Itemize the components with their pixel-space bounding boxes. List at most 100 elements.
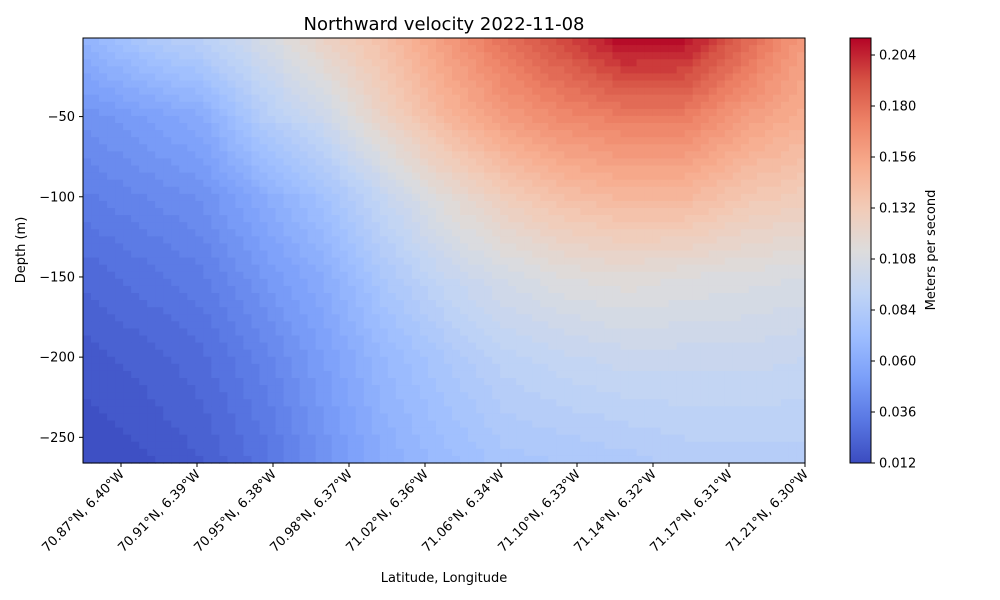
contour-cell bbox=[275, 314, 285, 322]
contour-cell bbox=[452, 229, 461, 237]
contour-cell bbox=[460, 378, 469, 386]
contour-cell bbox=[235, 66, 245, 75]
contour-cell bbox=[684, 115, 694, 124]
contour-cell bbox=[596, 243, 606, 252]
contour-cell bbox=[147, 186, 156, 195]
contour-cell bbox=[556, 285, 565, 294]
contour-cell bbox=[339, 236, 349, 245]
contour-cell bbox=[163, 165, 172, 174]
contour-cell bbox=[748, 73, 758, 82]
contour-cell bbox=[107, 137, 116, 145]
contour-cell bbox=[155, 59, 164, 67]
contour-cell bbox=[259, 101, 269, 110]
contour-cell bbox=[564, 434, 573, 443]
contour-cell bbox=[652, 52, 662, 60]
contour-cell bbox=[99, 101, 108, 110]
contour-cell bbox=[235, 307, 245, 315]
contour-cell bbox=[468, 413, 477, 422]
contour-cell bbox=[195, 243, 204, 252]
contour-cell bbox=[363, 448, 373, 457]
contour-cell bbox=[99, 278, 108, 287]
contour-cell bbox=[395, 293, 405, 301]
contour-cell bbox=[508, 285, 517, 294]
contour-cell bbox=[387, 45, 397, 53]
contour-cell bbox=[692, 406, 702, 415]
contour-cell bbox=[139, 448, 148, 457]
contour-cell bbox=[155, 165, 164, 174]
contour-cell bbox=[243, 335, 253, 344]
contour-cell bbox=[692, 179, 702, 188]
contour-cell bbox=[259, 335, 269, 344]
contour-cell bbox=[379, 137, 389, 145]
contour-cell bbox=[460, 434, 469, 443]
contour-cell bbox=[323, 179, 333, 188]
contour-cell bbox=[275, 200, 285, 209]
contour-cell bbox=[171, 399, 180, 407]
contour-cell bbox=[468, 130, 477, 138]
contour-cell bbox=[628, 385, 638, 393]
contour-cell bbox=[299, 222, 309, 230]
contour-cell bbox=[291, 441, 301, 450]
contour-cell bbox=[427, 101, 437, 110]
contour-cell bbox=[572, 420, 581, 429]
contour-cell bbox=[668, 264, 678, 273]
contour-cell bbox=[323, 349, 333, 358]
contour-cell bbox=[620, 87, 630, 96]
contour-cell bbox=[347, 179, 357, 188]
contour-cell bbox=[219, 278, 228, 287]
contour-cell bbox=[564, 271, 573, 280]
contour-cell bbox=[516, 108, 525, 117]
contour-cell bbox=[331, 45, 341, 53]
contour-cell bbox=[83, 80, 92, 89]
contour-cell bbox=[147, 94, 156, 103]
contour-cell bbox=[580, 406, 589, 415]
contour-cell bbox=[323, 392, 333, 400]
contour-cell bbox=[387, 448, 397, 457]
contour-cell bbox=[315, 378, 325, 386]
contour-cell bbox=[291, 378, 301, 386]
contour-cell bbox=[387, 215, 397, 223]
contour-cell bbox=[411, 321, 421, 330]
contour-cell bbox=[363, 186, 373, 195]
contour-cell bbox=[668, 243, 678, 252]
contour-cell bbox=[267, 137, 277, 145]
contour-cell bbox=[395, 87, 405, 96]
contour-cell bbox=[668, 420, 678, 429]
contour-cell bbox=[147, 222, 156, 230]
contour-cell bbox=[708, 250, 718, 259]
contour-cell bbox=[452, 349, 461, 358]
contour-cell bbox=[355, 264, 365, 273]
contour-cell bbox=[740, 399, 750, 407]
contour-cell bbox=[99, 130, 108, 138]
contour-cell bbox=[395, 59, 405, 67]
contour-cell bbox=[708, 151, 718, 160]
contour-cell bbox=[596, 307, 606, 315]
contour-cell bbox=[99, 356, 108, 365]
contour-cell bbox=[580, 420, 589, 429]
contour-cell bbox=[427, 314, 437, 322]
contour-cell bbox=[596, 87, 606, 96]
contour-cell bbox=[652, 385, 662, 393]
contour-cell bbox=[307, 38, 317, 46]
contour-cell bbox=[644, 321, 654, 330]
contour-cell bbox=[203, 370, 212, 379]
contour-cell bbox=[508, 59, 517, 67]
contour-cell bbox=[339, 406, 349, 415]
contour-cell bbox=[275, 165, 285, 174]
contour-cell bbox=[612, 101, 622, 110]
contour-cell bbox=[315, 420, 325, 429]
contour-cell bbox=[636, 179, 646, 188]
contour-cell bbox=[740, 356, 750, 365]
contour-cell bbox=[724, 123, 734, 131]
contour-cell bbox=[476, 87, 485, 96]
contour-cell bbox=[580, 45, 589, 53]
contour-cell bbox=[604, 94, 614, 103]
contour-cell bbox=[315, 144, 325, 152]
contour-cell bbox=[724, 80, 734, 89]
contour-cell bbox=[508, 363, 517, 372]
contour-cell bbox=[291, 271, 301, 280]
contour-cell bbox=[492, 293, 501, 301]
contour-cell bbox=[355, 236, 365, 245]
contour-cell bbox=[484, 342, 493, 351]
contour-cell bbox=[91, 300, 100, 308]
